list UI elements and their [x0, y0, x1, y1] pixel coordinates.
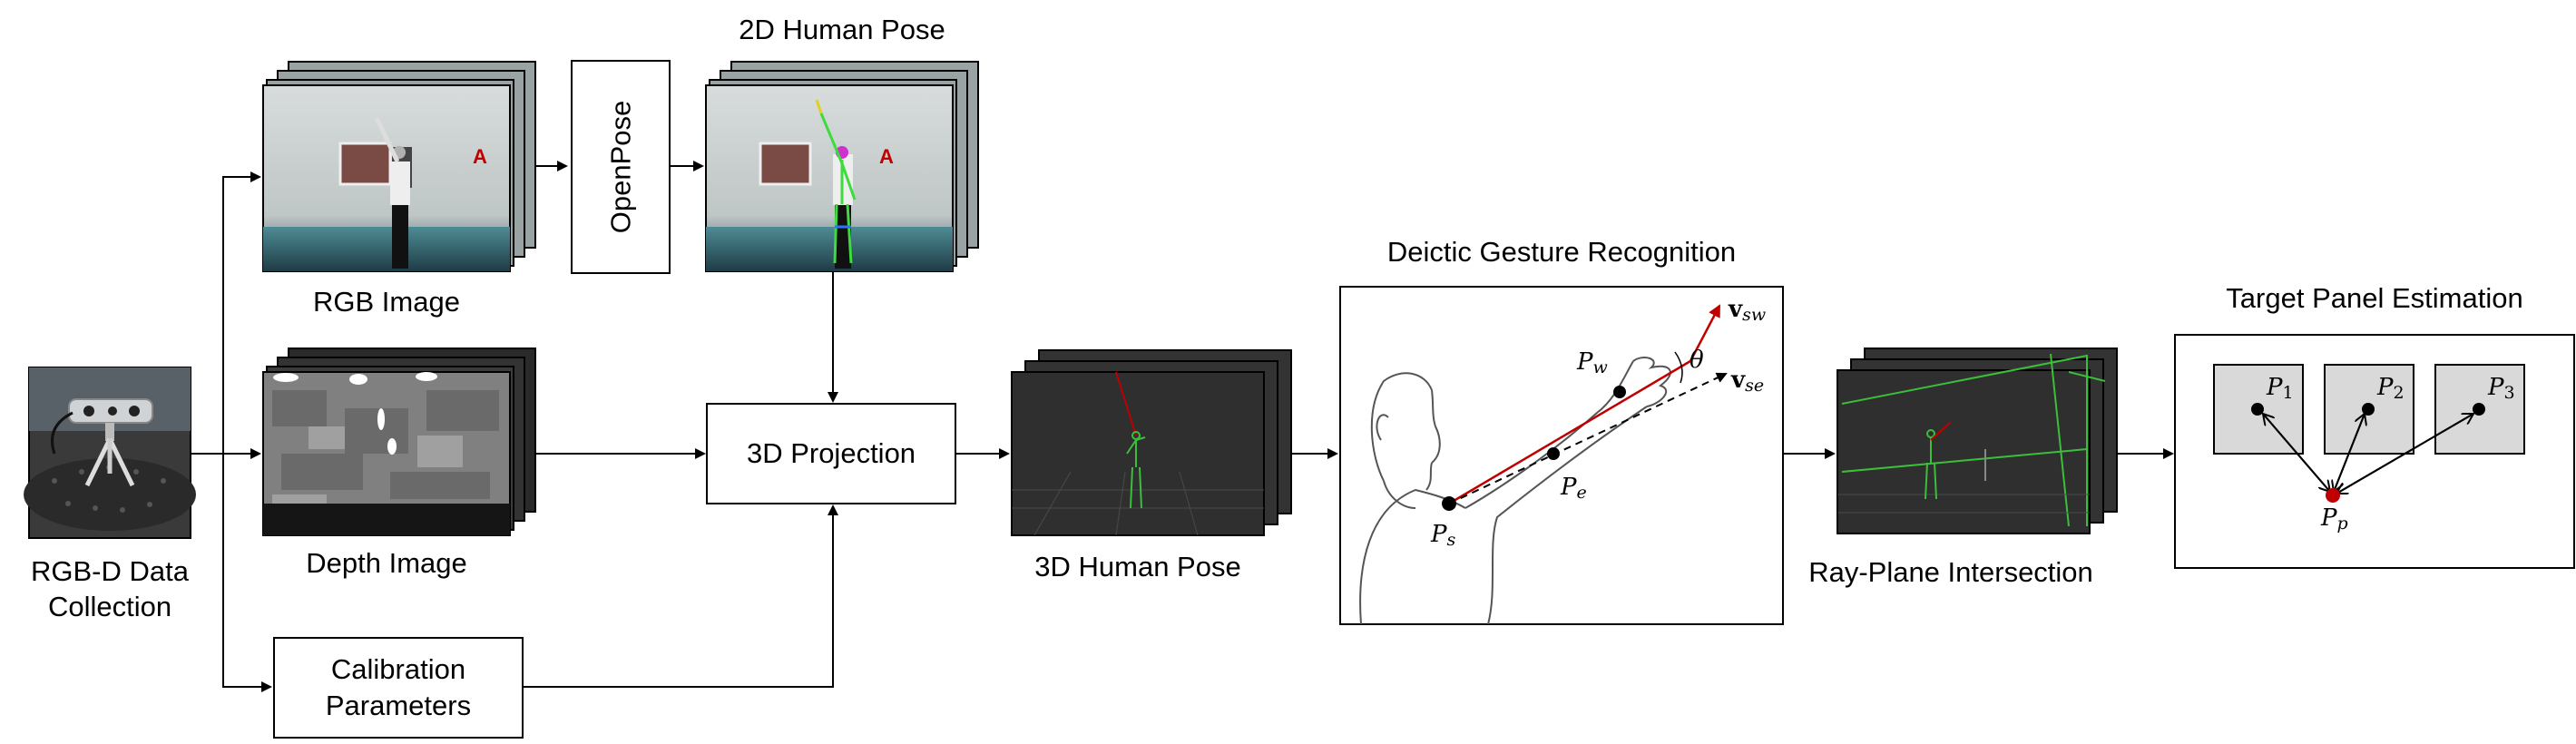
p3-label: P3 — [2488, 374, 2515, 404]
rgb-image-label: RGB Image — [313, 286, 460, 318]
target-panel-title: Target Panel Estimation — [2226, 282, 2523, 314]
theta-label: θ — [1690, 347, 1704, 374]
rgb-image-stack: A — [262, 61, 536, 272]
calibration-label-line1: Calibration — [330, 653, 466, 685]
ray-plane-image-stack — [1837, 348, 2118, 534]
vse-label: vse — [1731, 367, 1765, 396]
point-pp — [2326, 488, 2340, 503]
pw-label: Pw — [1577, 348, 1608, 378]
vsw-ray — [1689, 304, 1721, 362]
panel-distance-arrows — [2263, 414, 2473, 494]
p2-label: P2 — [2377, 374, 2405, 404]
gesture-title: Deictic Gesture Recognition — [1386, 236, 1737, 268]
rgbd-collection-label-line1: RGB-D Data — [31, 555, 189, 587]
theta-arc — [1674, 351, 1683, 384]
p1-label: P1 — [2267, 374, 2294, 404]
rgbd-camera-photo — [24, 367, 196, 539]
point-p2 — [2362, 403, 2375, 416]
pose3d-image-stack — [1011, 349, 1292, 536]
pose2d-image-stack: A — [705, 61, 979, 272]
pose-3d-label: 3D Human Pose — [1034, 551, 1241, 582]
point-ps — [1442, 496, 1456, 511]
depth-image-label: Depth Image — [306, 547, 467, 579]
projection-3d-box: 3D Projection — [706, 403, 956, 504]
point-p3 — [2473, 403, 2485, 416]
point-pw — [1613, 386, 1626, 398]
panel-2 — [2324, 364, 2414, 455]
shoulder-wrist-vector — [1448, 359, 1691, 505]
point-pe — [1547, 447, 1560, 460]
pose-2d-label: 2D Human Pose — [739, 14, 945, 45]
point-p1 — [2251, 403, 2264, 416]
depth-image-stack — [262, 348, 536, 536]
vsw-label: vsw — [1729, 296, 1767, 326]
ray-plane-label: Ray-Plane Intersection — [1808, 556, 2093, 588]
calibration-label-line2: Parameters — [325, 690, 472, 721]
gesture-box — [1339, 286, 1784, 625]
vse-ray — [1448, 372, 1728, 504]
calibration-box: Calibration Parameters — [273, 637, 524, 739]
svg-text:A: A — [473, 145, 487, 168]
svg-text:A: A — [879, 145, 894, 168]
openpose-box: OpenPose — [571, 60, 671, 274]
projection-3d-label: 3D Projection — [746, 437, 916, 469]
pe-label: Pe — [1561, 474, 1587, 504]
openpose-label: OpenPose — [604, 100, 636, 234]
pp-label: Pp — [2321, 504, 2348, 534]
rgbd-collection-label-line2: Collection — [47, 591, 172, 622]
flow-arrows — [191, 161, 2174, 692]
ps-label: Ps — [1431, 521, 1456, 551]
